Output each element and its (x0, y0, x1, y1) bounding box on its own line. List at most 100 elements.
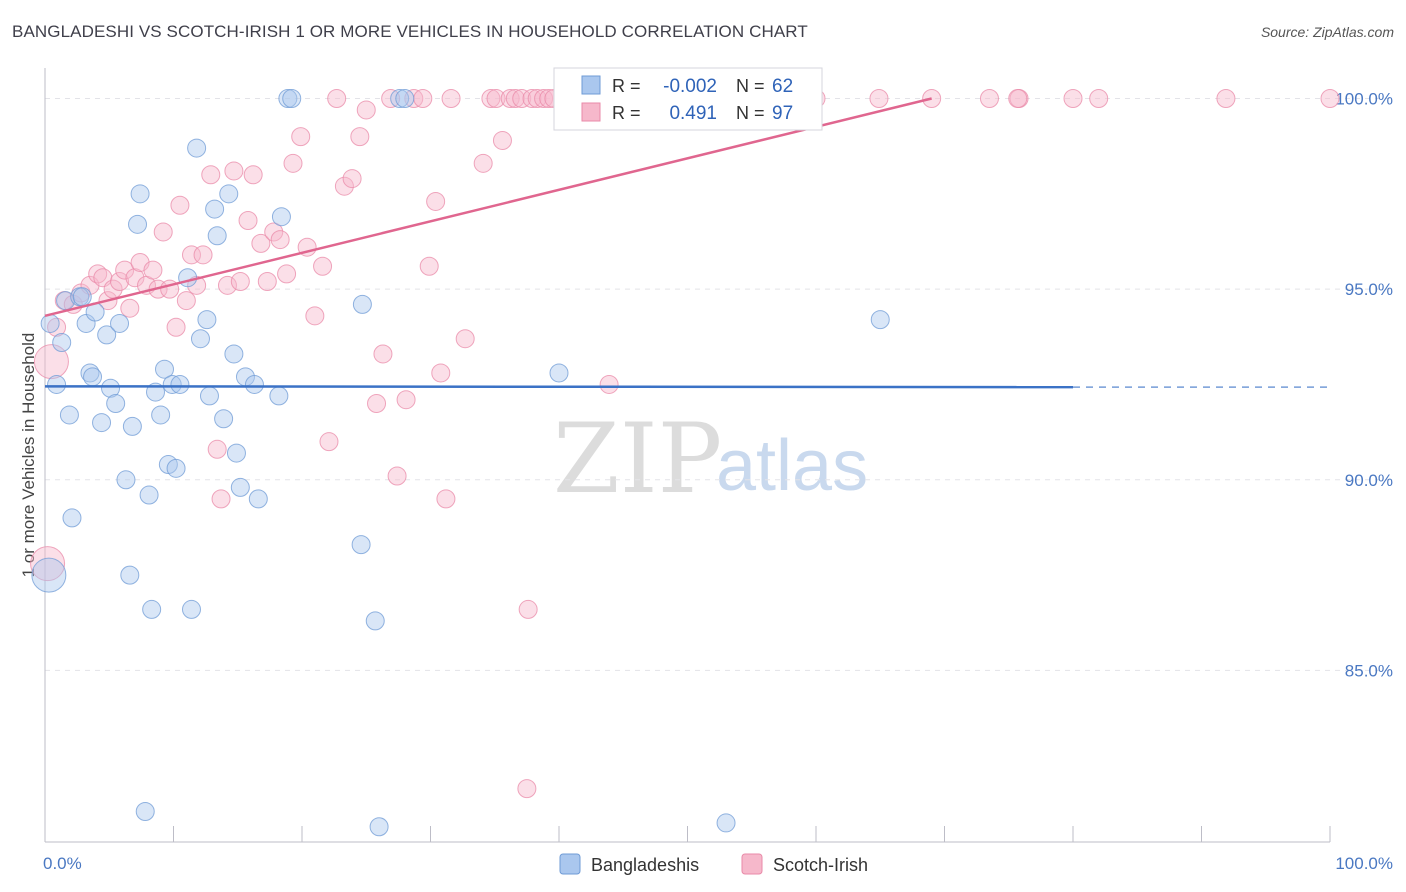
data-point (369, 817, 389, 837)
data-point (534, 89, 554, 109)
data-point (282, 89, 302, 109)
data-point (396, 390, 416, 410)
data-point (170, 195, 190, 215)
data-point (436, 489, 456, 509)
data-point (226, 443, 246, 463)
data-point (187, 138, 207, 158)
data-point (277, 264, 297, 284)
x-axis-ticks (44, 826, 1331, 842)
x-tick-label-min: 0.0% (43, 854, 82, 873)
legend-label-scotch-irish: Scotch-Irish (773, 855, 868, 875)
data-point (352, 294, 372, 314)
data-point (291, 127, 311, 147)
gridlines (45, 98, 1395, 671)
data-point (72, 287, 92, 307)
data-point (214, 409, 234, 429)
data-point (62, 508, 82, 528)
data-point (92, 413, 112, 433)
data-point (269, 386, 289, 406)
data-point (101, 378, 121, 398)
data-point (151, 405, 171, 425)
data-point (356, 100, 376, 120)
watermark-atlas: atlas (716, 426, 868, 506)
data-point (30, 546, 66, 582)
data-point (350, 127, 370, 147)
data-point (219, 184, 239, 204)
trend-line-scotch-irish (44, 97, 932, 318)
data-point (224, 344, 244, 364)
data-point (199, 386, 219, 406)
data-point (244, 374, 264, 394)
trend-lines (44, 97, 1330, 389)
data-point (40, 313, 60, 333)
data-point (599, 374, 619, 394)
data-point (500, 89, 520, 109)
data-point (481, 89, 501, 109)
data-point (387, 466, 407, 486)
data-point (193, 245, 213, 265)
data-point (351, 535, 371, 555)
bottom-legend: Bangladeshis Scotch-Irish (559, 853, 868, 875)
data-point (128, 214, 148, 234)
watermark: ZIP atlas (553, 403, 868, 515)
data-point (181, 245, 201, 265)
y-tick-labels: 85.0% 90.0% 95.0% 100.0% (1335, 90, 1393, 681)
data-point (426, 191, 446, 211)
data-point (207, 226, 227, 246)
data-point (83, 367, 103, 387)
data-point (441, 89, 461, 109)
y-tick-label: 85.0% (1345, 661, 1393, 680)
data-point (473, 153, 493, 173)
data-point (135, 801, 155, 821)
data-point (230, 477, 250, 497)
data-point (390, 89, 410, 109)
data-point (257, 272, 277, 292)
data-point (47, 374, 67, 394)
data-point (52, 333, 72, 353)
stats-r-value-2: 0.491 (669, 103, 717, 124)
data-point (181, 599, 201, 619)
data-point (1320, 89, 1340, 109)
data-point (176, 291, 196, 311)
data-point (367, 394, 387, 414)
data-point (88, 264, 108, 284)
stats-swatch-blue (581, 75, 601, 95)
y-tick-label: 90.0% (1345, 471, 1393, 490)
data-point (517, 779, 537, 799)
data-point (455, 329, 475, 349)
y-tick-label: 100.0% (1335, 90, 1393, 109)
data-point (342, 169, 362, 189)
data-point (224, 161, 244, 181)
data-point (1008, 89, 1028, 109)
data-point (205, 199, 225, 219)
data-point (305, 306, 325, 326)
data-point (492, 130, 512, 150)
data-point (527, 89, 547, 109)
data-point (512, 89, 532, 109)
legend-label-bangladeshis: Bangladeshis (591, 855, 699, 875)
data-point (130, 184, 150, 204)
stats-r-label-1: R = (612, 76, 641, 96)
data-point (155, 359, 175, 379)
data-point (197, 310, 217, 330)
data-point (190, 329, 210, 349)
data-point (522, 89, 542, 109)
stats-r-value-1: -0.002 (663, 76, 717, 97)
data-point (207, 439, 227, 459)
data-point (166, 458, 186, 478)
data-point (327, 89, 347, 109)
data-point (365, 611, 385, 631)
data-point (178, 268, 198, 288)
data-point (33, 344, 69, 380)
stats-n-value-2: 97 (772, 103, 793, 124)
x-tick-label-max: 100.0% (1335, 854, 1393, 873)
data-point (243, 165, 263, 185)
data-point (413, 89, 433, 109)
data-point (395, 89, 415, 109)
data-point (153, 222, 173, 242)
data-point (283, 153, 303, 173)
legend-swatch-scotch-irish (741, 853, 763, 875)
data-point (217, 275, 237, 295)
data-point (716, 813, 736, 833)
data-point (162, 374, 182, 394)
